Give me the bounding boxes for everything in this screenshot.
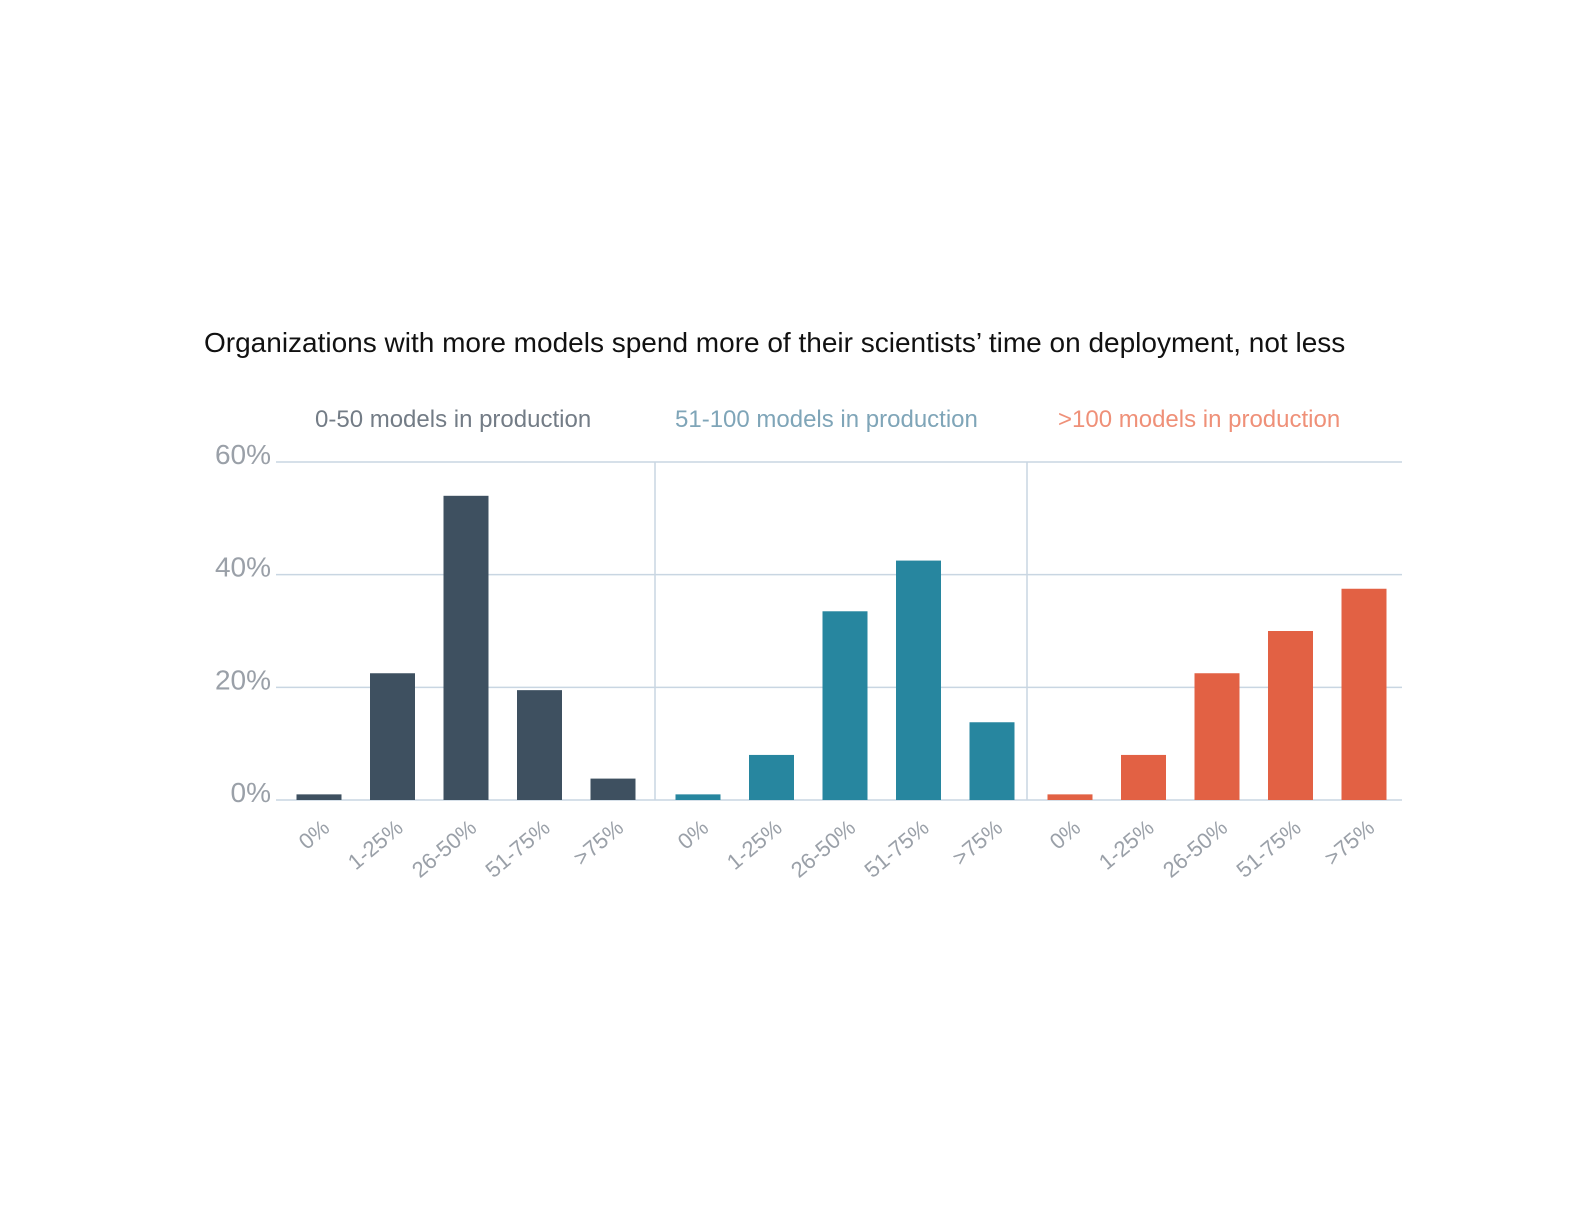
bar: [969, 722, 1015, 800]
x-tick-label: >75%: [569, 815, 629, 871]
x-tick-label: 0%: [1045, 815, 1085, 855]
bar: [590, 778, 636, 800]
y-tick-label: 60%: [215, 439, 271, 470]
x-tick-label: 51-75%: [481, 815, 555, 883]
bar: [1047, 794, 1093, 800]
bar: [822, 611, 868, 800]
bar: [370, 673, 415, 800]
legend-label: 51-100 models in production: [675, 406, 978, 433]
x-tick-label: 51-75%: [860, 815, 934, 883]
bar: [749, 754, 794, 800]
bar: [1268, 631, 1313, 800]
bar: [1194, 673, 1240, 800]
chart-title: Organizations with more models spend mor…: [204, 327, 1346, 358]
bar: [675, 794, 721, 800]
x-tick-label: >75%: [948, 815, 1008, 871]
legend-label: >100 models in production: [1058, 406, 1340, 433]
bar: [1341, 588, 1387, 800]
bar: [1121, 754, 1166, 800]
bar: [896, 560, 941, 800]
y-tick-label: 0%: [231, 777, 271, 808]
bar: [517, 690, 562, 800]
bar: [296, 794, 342, 800]
x-tick-label: 51-75%: [1232, 815, 1306, 883]
y-tick-label: 20%: [215, 664, 271, 695]
x-tick-label: 26-50%: [407, 815, 481, 883]
x-tick-label: 26-50%: [786, 815, 860, 883]
x-tick-label: >75%: [1320, 815, 1380, 871]
x-tick-label: 0%: [294, 815, 334, 855]
y-tick-label: 40%: [215, 552, 271, 583]
x-tick-label: 1-25%: [722, 815, 787, 875]
x-tick-label: 0%: [673, 815, 713, 855]
x-tick-label: 1-25%: [1094, 815, 1159, 875]
bar: [443, 495, 489, 800]
x-tick-label: 26-50%: [1158, 815, 1232, 883]
legend-label: 0-50 models in production: [315, 406, 591, 433]
x-tick-label: 1-25%: [343, 815, 408, 875]
